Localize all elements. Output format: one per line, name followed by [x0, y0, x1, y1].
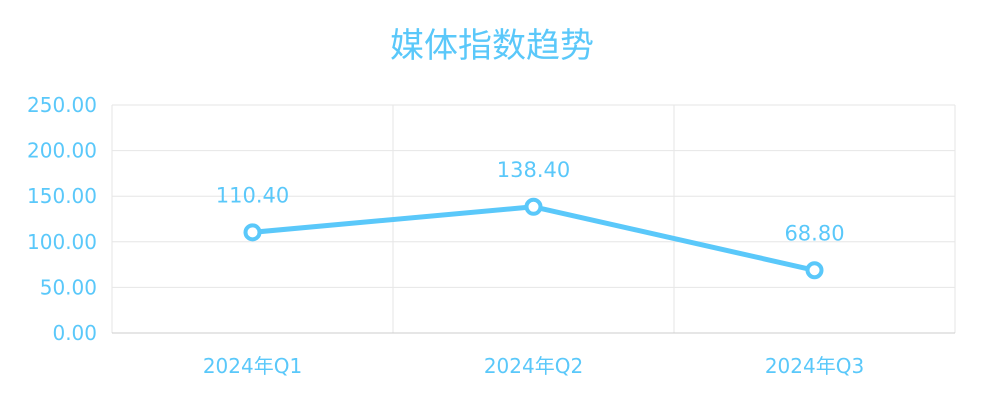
y-tick-label: 50.00	[40, 275, 97, 299]
data-label: 68.80	[784, 221, 844, 245]
data-point	[243, 223, 262, 242]
line-path	[252, 204, 816, 273]
y-axis: 0.00 50.00 100.00 150.00 200.00 250.00	[27, 93, 97, 345]
y-tick-label: 0.00	[52, 321, 97, 345]
y-tick-label: 200.00	[27, 139, 97, 163]
grid	[111, 104, 956, 333]
data-point	[524, 197, 543, 216]
chart-title: 媒体指数趋势	[390, 26, 594, 66]
data-label: 110.40	[216, 183, 289, 207]
data-label: 138.40	[497, 158, 570, 182]
y-tick-label: 150.00	[27, 184, 97, 208]
x-axis: 2024年Q1 2024年Q2 2024年Q3	[112, 332, 955, 378]
series-line	[243, 197, 824, 280]
data-labels: 110.40 138.40 68.80	[216, 158, 845, 245]
x-tick-label: 2024年Q1	[203, 354, 302, 378]
y-tick-label: 100.00	[27, 230, 97, 254]
x-tick-label: 2024年Q3	[765, 354, 864, 378]
y-tick-label: 250.00	[27, 93, 97, 117]
x-tick-label: 2024年Q2	[484, 354, 583, 378]
data-point	[805, 261, 824, 280]
